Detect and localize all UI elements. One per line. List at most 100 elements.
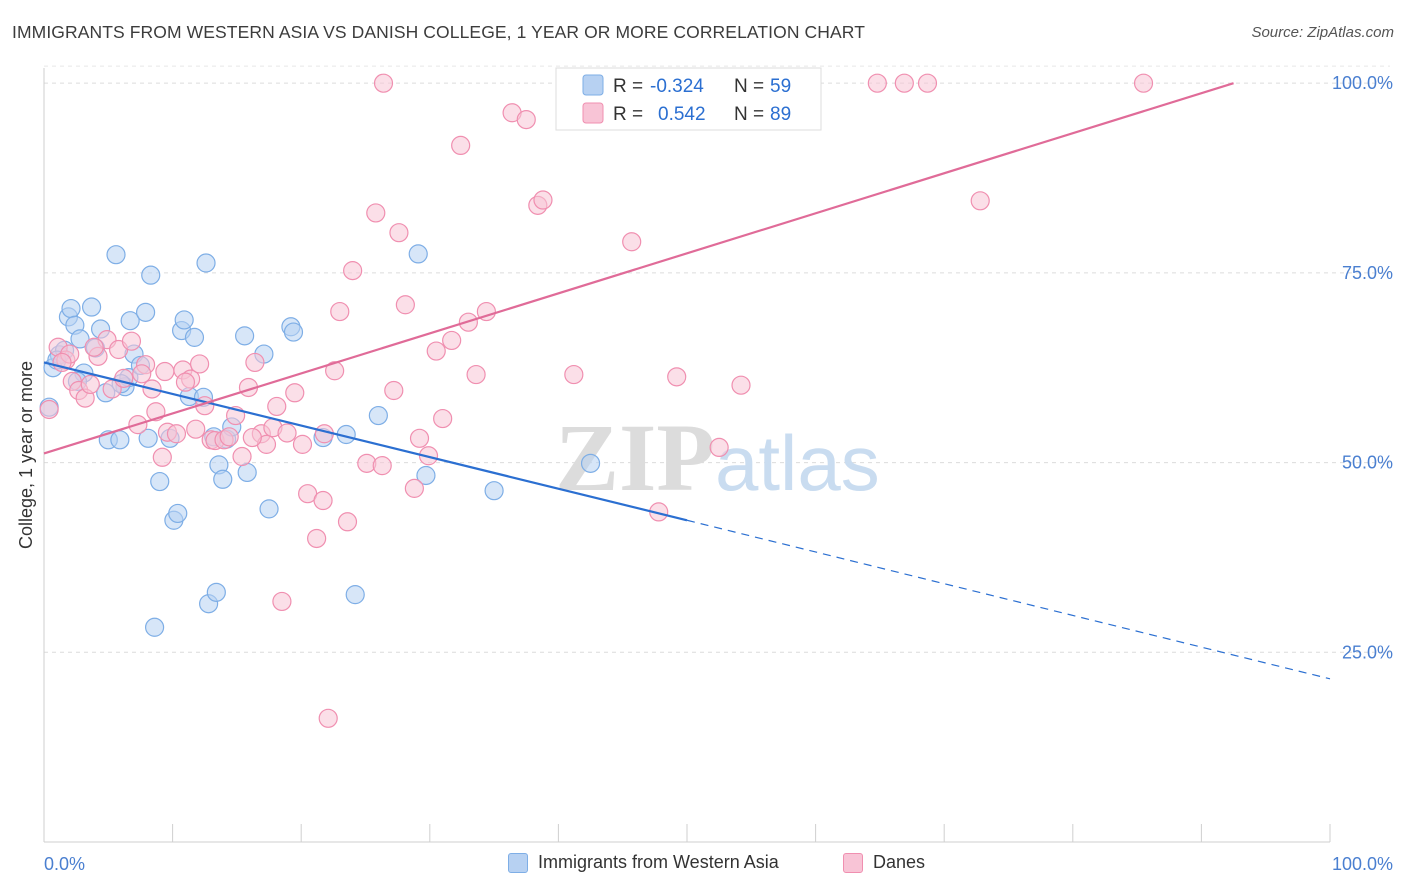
danes-point [84, 337, 104, 357]
danes-point [709, 437, 729, 458]
western-asia-point [135, 302, 156, 322]
y-tick-label: 25.0% [1342, 642, 1393, 662]
danes-point [330, 301, 350, 322]
western-asia-point [138, 428, 158, 448]
legend-swatch-western-asia [582, 74, 604, 96]
danes-point [313, 490, 333, 511]
legend-item-western-asia[interactable]: Immigrants from Western Asia [508, 852, 779, 873]
danes-point [245, 352, 265, 373]
western-asia-point [81, 297, 102, 317]
western-asia-point [259, 499, 279, 519]
western-asia-point [196, 253, 216, 273]
danes-point [516, 109, 536, 130]
legend-n-label: N = [734, 104, 764, 125]
danes-point [426, 341, 446, 361]
source-label: Source: ZipAtlas.com [1251, 24, 1394, 41]
western-asia-point [408, 244, 428, 264]
western-asia-point [174, 310, 194, 330]
western-asia-point [141, 265, 161, 285]
danes-point [404, 478, 424, 498]
danes-point [190, 354, 210, 374]
western-asia-trendline [43, 361, 688, 522]
danes-point [318, 708, 338, 728]
x-tick-label: 0.0% [44, 854, 85, 874]
western-asia-point [580, 453, 601, 473]
western-asia-point [110, 430, 130, 450]
western-asia-point [168, 503, 188, 524]
danes-point [442, 330, 462, 351]
legend-n-label: N = [734, 76, 764, 97]
legend-n-value: 59 [770, 76, 791, 97]
danes-point [80, 374, 100, 395]
western-asia-point [235, 326, 255, 346]
danes-point [867, 73, 887, 93]
danes-point [622, 232, 642, 252]
danes-point [152, 447, 172, 467]
legend-swatch-danes [582, 102, 604, 124]
danes-point [121, 331, 142, 351]
western-asia-point [106, 245, 126, 265]
y-tick-label: 75.0% [1342, 263, 1393, 283]
danes-point [242, 427, 262, 448]
danes-point [395, 295, 415, 315]
series-legend: Immigrants from Western Asia Danes [0, 852, 1406, 878]
chart-title: IMMIGRANTS FROM WESTERN ASIA VS DANISH C… [12, 22, 865, 42]
danes-point [277, 423, 297, 443]
legend-r-label: R = [613, 104, 643, 125]
danes-point [384, 380, 404, 401]
danes-trendline [43, 82, 1234, 455]
western-asia-point [484, 481, 504, 501]
western-asia-point [61, 298, 81, 319]
danes-point [917, 73, 938, 93]
legend-r-label: R = [613, 76, 643, 97]
danes-point [373, 73, 394, 93]
legend-n-value: 89 [770, 104, 791, 125]
western-asia-point [283, 322, 304, 342]
danes-point [372, 456, 392, 476]
danes-point [325, 361, 345, 381]
danes-point [731, 375, 751, 395]
danes-point [292, 434, 313, 454]
danes-point [307, 528, 327, 549]
danes-point [409, 428, 430, 448]
danes-point [466, 364, 486, 385]
y-tick-label: 50.0% [1342, 453, 1393, 473]
danes-point [451, 135, 471, 155]
danes-point [343, 261, 363, 281]
x-tick-label: 100.0% [1332, 854, 1393, 874]
western-asia-point [206, 582, 226, 602]
danes-point [166, 424, 187, 444]
western-asia-point [345, 585, 365, 605]
danes-point [175, 372, 196, 392]
watermark-atlas: atlas [715, 419, 880, 507]
western-asia-point [184, 327, 205, 347]
danes-point [272, 591, 292, 612]
y-axis-label: College, 1 year or more [16, 361, 36, 549]
legend-item-danes[interactable]: Danes [843, 852, 925, 873]
legend-r-value: 0.542 [658, 104, 706, 125]
danes-point [337, 512, 358, 532]
watermark-zip: ZIP [555, 404, 715, 511]
legend-r-value: -0.324 [650, 76, 704, 97]
danes-point [186, 419, 206, 439]
western-asia-point [237, 462, 257, 483]
y-tick-label: 100.0% [1332, 73, 1393, 93]
western-asia-point [416, 465, 436, 486]
western-asia-point [368, 405, 388, 426]
danes-point [155, 361, 175, 382]
legend-label: Danes [873, 852, 926, 872]
legend-swatch-danes [843, 852, 863, 873]
danes-point [219, 427, 239, 447]
danes-point [39, 399, 59, 420]
western-asia-point [144, 617, 165, 637]
danes-point [667, 367, 687, 387]
danes-point [894, 73, 914, 93]
danes-point [970, 191, 990, 211]
danes-point [564, 364, 584, 385]
legend-swatch-western-asia [508, 852, 528, 873]
danes-point [433, 408, 453, 429]
western-asia-point [120, 311, 140, 331]
danes-point [533, 190, 553, 210]
western-asia-point [150, 471, 170, 492]
